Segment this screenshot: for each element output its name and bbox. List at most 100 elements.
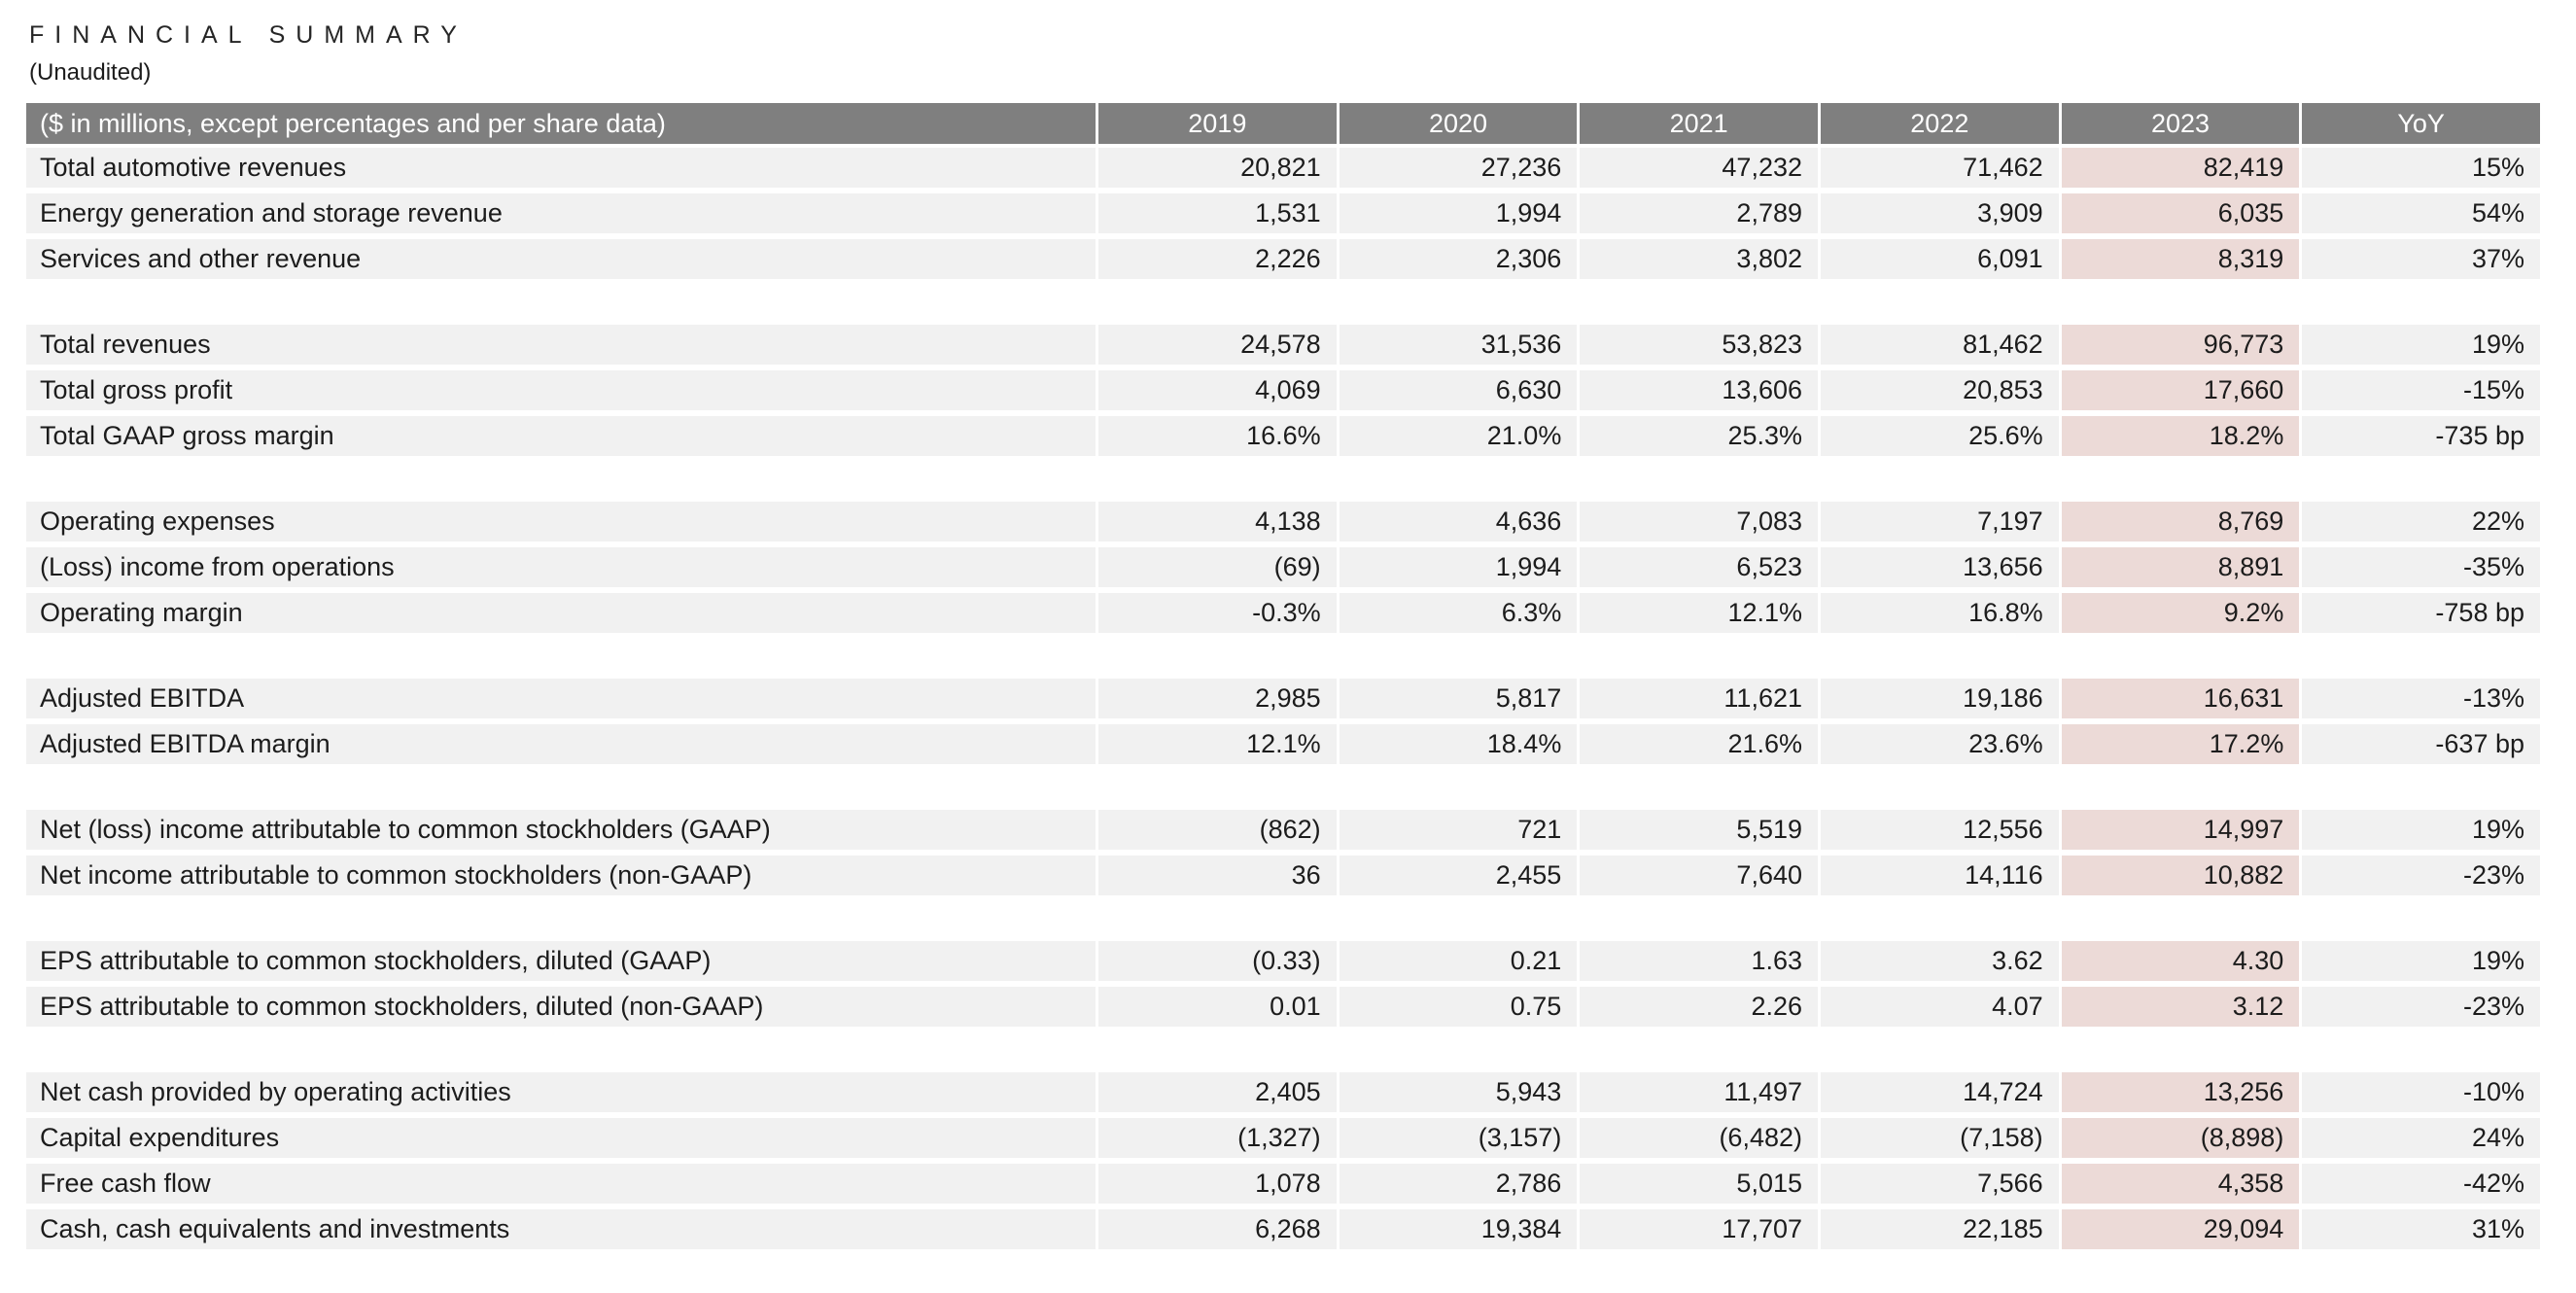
value-cell-2020: 5,943 [1339, 1072, 1578, 1112]
row-label: Cash, cash equivalents and investments [26, 1209, 1096, 1249]
table-row: Total gross profit 4,069 6,630 13,606 20,853… [26, 370, 2540, 410]
value-cell-2021: 25.3% [1580, 416, 1818, 456]
table-row: (Loss) income from operations (69) 1,994 6,… [26, 547, 2540, 587]
row-group: Total revenues 24,578 31,536 53,823 81,462 96… [26, 325, 2540, 456]
value-cell-2019: 4,069 [1098, 370, 1337, 410]
yoy-cell: 22% [2302, 502, 2540, 542]
value-cell-2022: (7,158) [1821, 1118, 2059, 1158]
value-cell-2021: 1.63 [1580, 941, 1818, 981]
value-cell-2021: 2.26 [1580, 987, 1818, 1027]
row-group: Adjusted EBITDA 2,985 5,817 11,621 19,186 16,… [26, 679, 2540, 764]
yoy-cell: 19% [2302, 941, 2540, 981]
table-row: Total revenues 24,578 31,536 53,823 81,462 96… [26, 325, 2540, 365]
financial-summary-page: FINANCIAL SUMMARY (Unaudited) ($ in mill… [26, 21, 2540, 1249]
value-cell-2023: 17.2% [2061, 724, 2300, 764]
value-cell-2021: 11,621 [1580, 679, 1818, 718]
value-cell-2021: 7,083 [1580, 502, 1818, 542]
value-cell-2019: 0.01 [1098, 987, 1337, 1027]
value-cell-2021: 11,497 [1580, 1072, 1818, 1112]
table-row: Total GAAP gross margin 16.6% 21.0% 25.3% 25… [26, 416, 2540, 456]
value-cell-2021: 47,232 [1580, 148, 1818, 188]
row-label: Adjusted EBITDA [26, 679, 1096, 718]
value-cell-2020: 6,630 [1339, 370, 1578, 410]
table-row: Cash, cash equivalents and investments 6,… [26, 1209, 2540, 1249]
value-cell-2020: 2,306 [1339, 239, 1578, 279]
value-cell-2019: (1,327) [1098, 1118, 1337, 1158]
header-cell-2019: 2019 [1098, 103, 1337, 144]
value-cell-2022: 3,909 [1821, 193, 2059, 233]
row-label: Total automotive revenues [26, 148, 1096, 188]
value-cell-2019: 12.1% [1098, 724, 1337, 764]
value-cell-2020: 4,636 [1339, 502, 1578, 542]
row-label: Services and other revenue [26, 239, 1096, 279]
row-group: Operating expenses 4,138 4,636 7,083 7,197 8,… [26, 502, 2540, 633]
value-cell-2021: 5,519 [1580, 810, 1818, 850]
value-cell-2022: 22,185 [1821, 1209, 2059, 1249]
value-cell-2020: 21.0% [1339, 416, 1578, 456]
row-label: EPS attributable to common stockholders,… [26, 987, 1096, 1027]
yoy-cell: -42% [2302, 1164, 2540, 1204]
value-cell-2020: 1,994 [1339, 547, 1578, 587]
value-cell-2022: 14,116 [1821, 856, 2059, 895]
value-cell-2022: 4.07 [1821, 987, 2059, 1027]
yoy-cell: -35% [2302, 547, 2540, 587]
table-row: Adjusted EBITDA 2,985 5,817 11,621 19,186 16,… [26, 679, 2540, 718]
value-cell-2020: 2,455 [1339, 856, 1578, 895]
table-header-row: ($ in millions, except percentages and p… [26, 103, 2540, 144]
value-cell-2019: 2,226 [1098, 239, 1337, 279]
value-cell-2021: 13,606 [1580, 370, 1818, 410]
value-cell-2019: 1,078 [1098, 1164, 1337, 1204]
table-row: Net income attributable to common stockh… [26, 856, 2540, 895]
table-row: Free cash flow 1,078 2,786 5,015 7,566 4,358-… [26, 1164, 2540, 1204]
row-label: Adjusted EBITDA margin [26, 724, 1096, 764]
value-cell-2020: 2,786 [1339, 1164, 1578, 1204]
value-cell-2022: 25.6% [1821, 416, 2059, 456]
row-group: EPS attributable to common stockholders,… [26, 941, 2540, 1027]
yoy-cell: -10% [2302, 1072, 2540, 1112]
value-cell-2020: 5,817 [1339, 679, 1578, 718]
table-row: Adjusted EBITDA margin 12.1% 18.4% 21.6% 23.… [26, 724, 2540, 764]
value-cell-2023: 4.30 [2061, 941, 2300, 981]
value-cell-2023: 14,997 [2061, 810, 2300, 850]
value-cell-2021: 3,802 [1580, 239, 1818, 279]
table-row: Operating expenses 4,138 4,636 7,083 7,197 8,… [26, 502, 2540, 542]
table-body: Total automotive revenues 20,821 27,236 47,… [26, 148, 2540, 1249]
row-label: Total gross profit [26, 370, 1096, 410]
row-label: Energy generation and storage revenue [26, 193, 1096, 233]
yoy-cell: 37% [2302, 239, 2540, 279]
value-cell-2020: 27,236 [1339, 148, 1578, 188]
value-cell-2020: 0.75 [1339, 987, 1578, 1027]
value-cell-2019: (862) [1098, 810, 1337, 850]
row-label: Capital expenditures [26, 1118, 1096, 1158]
value-cell-2022: 7,197 [1821, 502, 2059, 542]
row-label: Net (loss) income attributable to common… [26, 810, 1096, 850]
table-row: Capital expenditures (1,327) (3,157) (6,482… [26, 1118, 2540, 1158]
row-label: Total revenues [26, 325, 1096, 365]
table-row: Total automotive revenues 20,821 27,236 47,… [26, 148, 2540, 188]
row-label: Net cash provided by operating activitie… [26, 1072, 1096, 1112]
value-cell-2019: 20,821 [1098, 148, 1337, 188]
value-cell-2022: 23.6% [1821, 724, 2059, 764]
yoy-cell: -637 bp [2302, 724, 2540, 764]
table-row: EPS attributable to common stockholders,… [26, 941, 2540, 981]
row-label: Operating margin [26, 593, 1096, 633]
page-title: FINANCIAL SUMMARY [29, 21, 468, 49]
value-cell-2021: 2,789 [1580, 193, 1818, 233]
value-cell-2020: 19,384 [1339, 1209, 1578, 1249]
value-cell-2022: 12,556 [1821, 810, 2059, 850]
yoy-cell: -735 bp [2302, 416, 2540, 456]
value-cell-2020: 6.3% [1339, 593, 1578, 633]
yoy-cell: -23% [2302, 856, 2540, 895]
value-cell-2020: 31,536 [1339, 325, 1578, 365]
value-cell-2023: 82,419 [2061, 148, 2300, 188]
value-cell-2023: 13,256 [2061, 1072, 2300, 1112]
header-cell-2023: 2023 [2061, 103, 2300, 144]
yoy-cell: 31% [2302, 1209, 2540, 1249]
yoy-cell: -758 bp [2302, 593, 2540, 633]
value-cell-2023: 9.2% [2061, 593, 2300, 633]
value-cell-2023: 29,094 [2061, 1209, 2300, 1249]
value-cell-2023: 4,358 [2061, 1164, 2300, 1204]
yoy-cell: -15% [2302, 370, 2540, 410]
yoy-cell: 15% [2302, 148, 2540, 188]
table-row: Services and other revenue 2,226 2,306 3,80… [26, 239, 2540, 279]
